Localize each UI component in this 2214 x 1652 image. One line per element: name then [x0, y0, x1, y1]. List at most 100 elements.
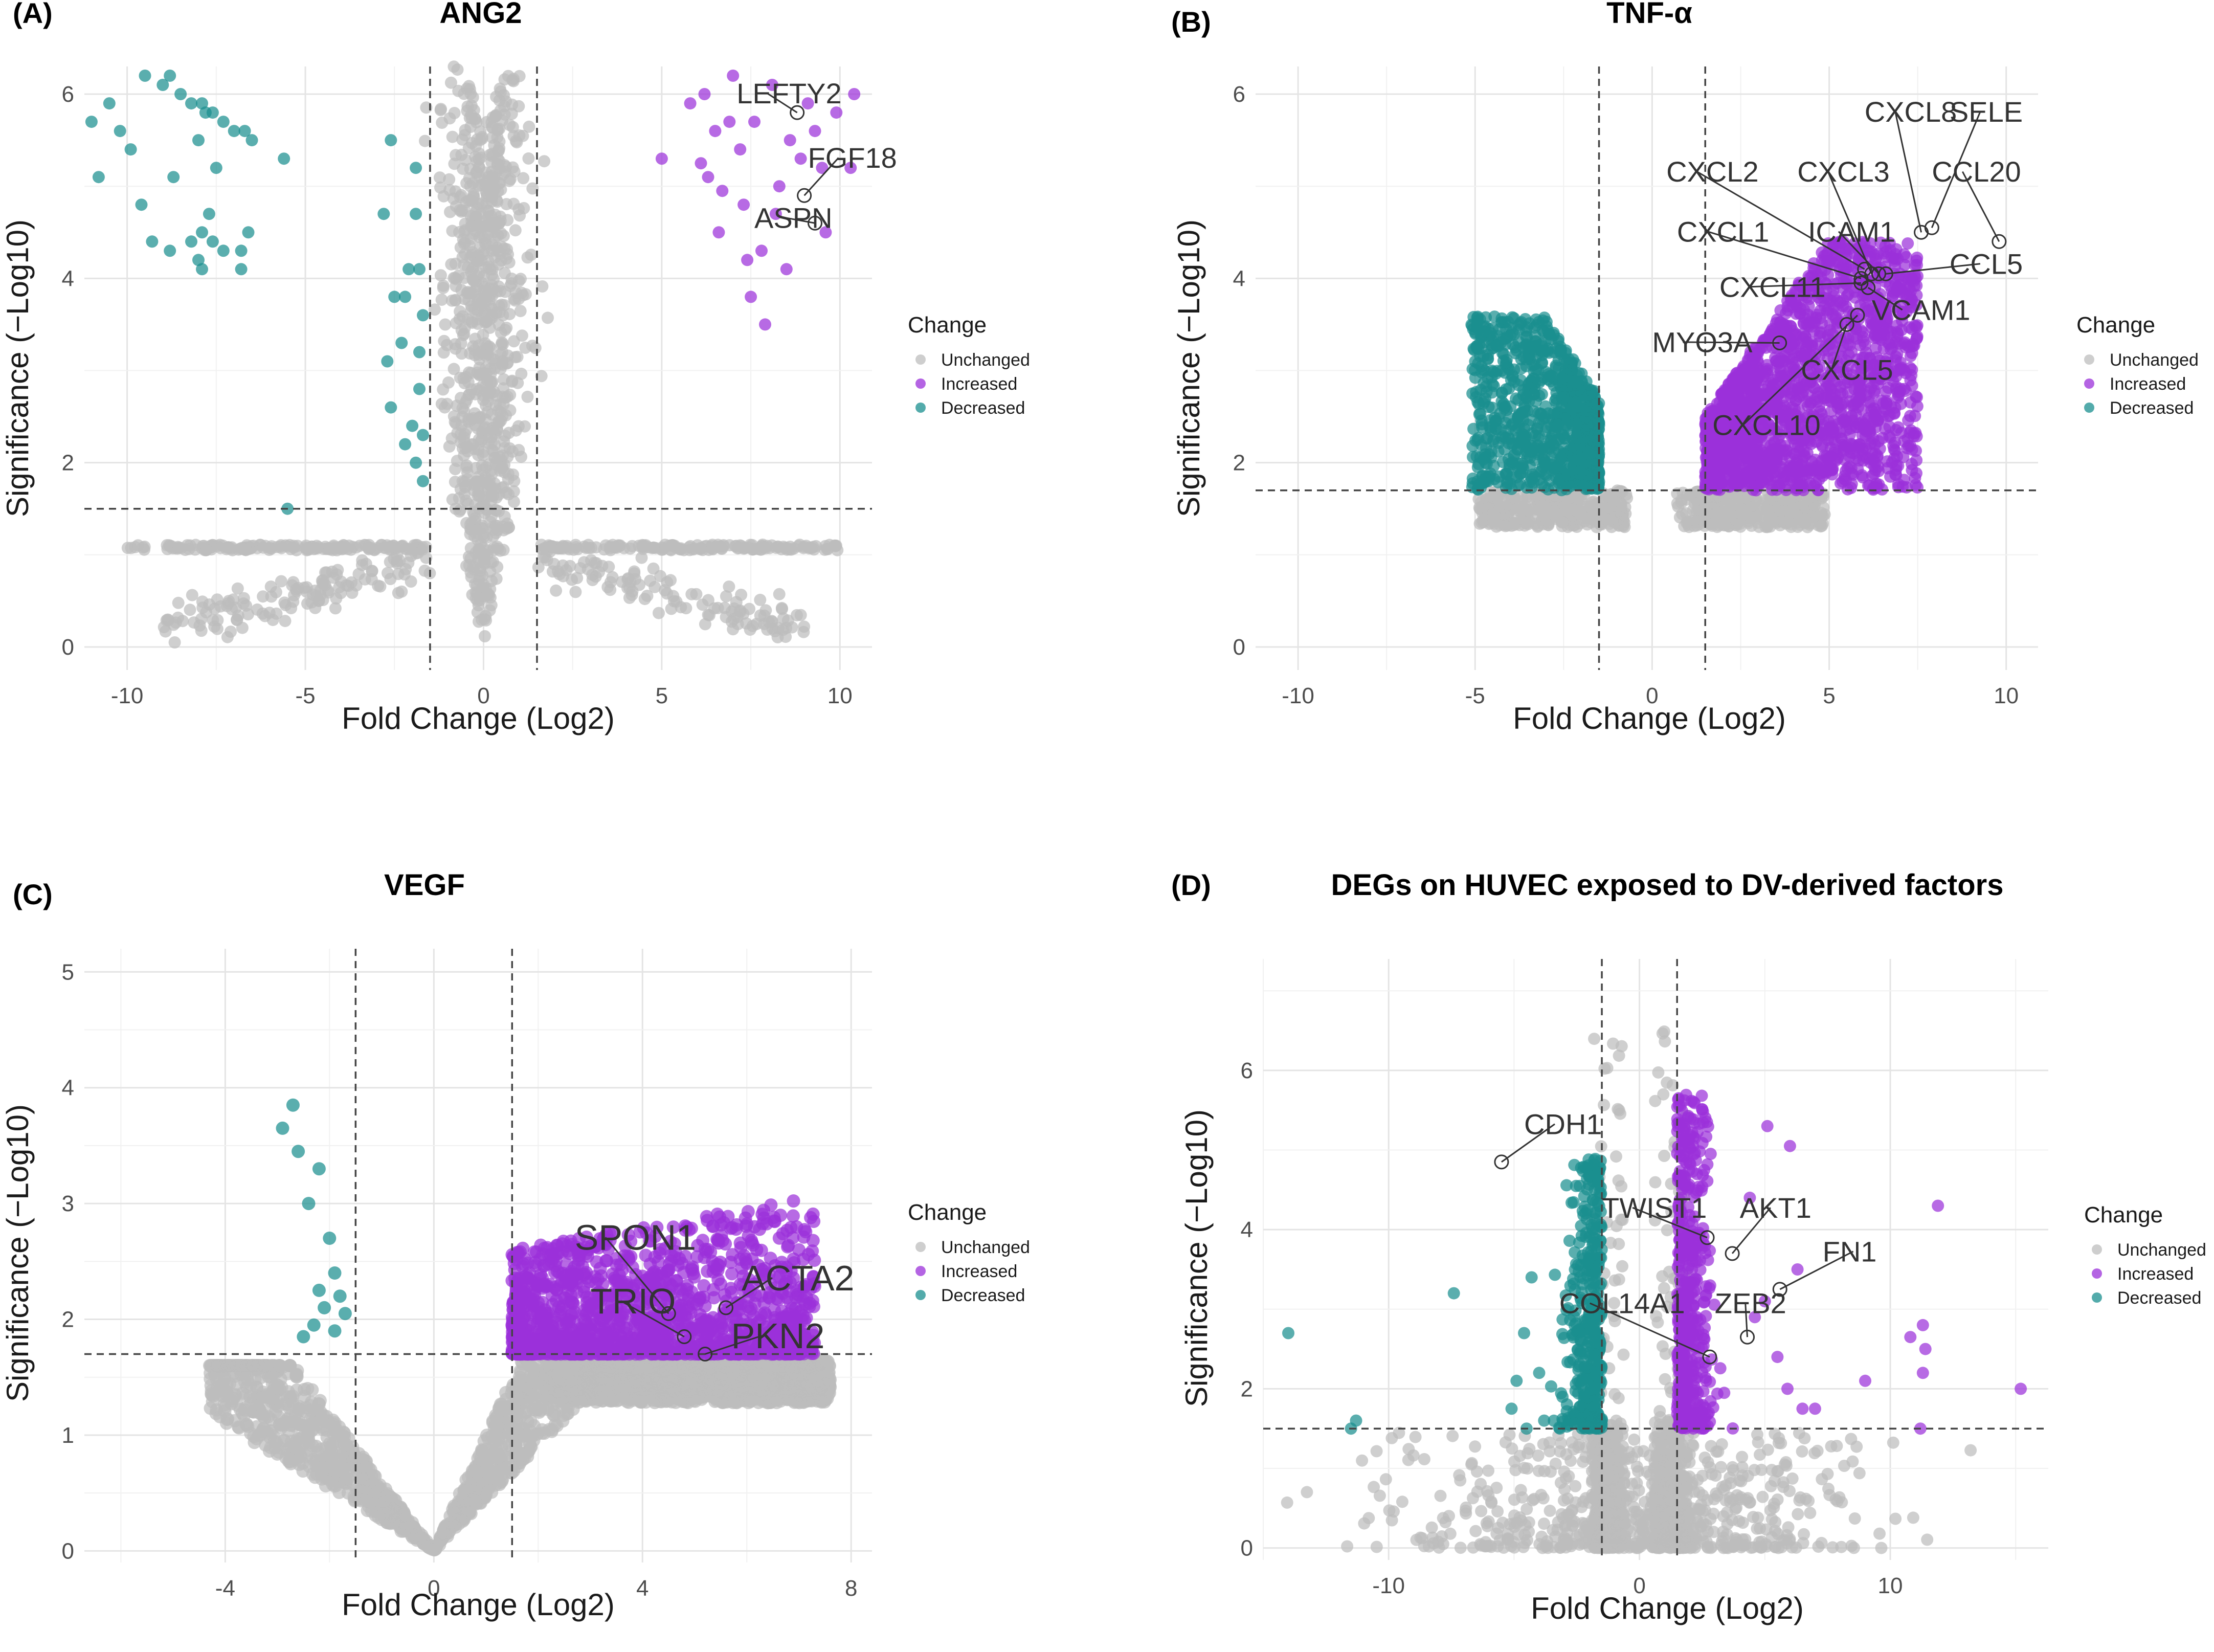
x-tick-label: 5 — [1823, 683, 1835, 708]
point-unchanged — [172, 596, 185, 609]
point-unchanged — [626, 585, 639, 598]
y-tick-label: 0 — [1233, 635, 1245, 660]
point-increased — [1869, 406, 1882, 419]
point-unchanged — [449, 294, 462, 307]
point-unchanged — [638, 593, 651, 606]
point-unchanged — [498, 299, 510, 311]
point-decreased — [185, 235, 197, 248]
legend-swatch — [915, 378, 926, 389]
point-increased — [1706, 455, 1718, 467]
point-unchanged — [569, 586, 582, 598]
point-unchanged — [536, 280, 549, 293]
point-unchanged — [489, 110, 502, 123]
point-decreased — [228, 125, 240, 138]
point-unchanged — [172, 611, 185, 624]
point-decreased — [139, 70, 151, 82]
point-unchanged — [473, 489, 485, 502]
point-unchanged — [498, 89, 510, 101]
point-unchanged — [526, 182, 539, 195]
point-unchanged — [225, 626, 237, 638]
point-increased — [1868, 329, 1881, 342]
point-unchanged — [1591, 501, 1604, 514]
point-unchanged — [601, 581, 614, 593]
point-unchanged — [265, 590, 278, 603]
y-tick-label: 4 — [1233, 266, 1245, 291]
point-unchanged — [498, 435, 510, 448]
point-decreased — [417, 475, 429, 487]
y-tick-label: 2 — [62, 451, 74, 476]
point-unchanged — [1671, 497, 1684, 510]
point-decreased — [1549, 461, 1561, 474]
point-decreased — [417, 429, 429, 441]
point-increased — [1818, 449, 1831, 462]
x-tick-label: -5 — [295, 683, 315, 708]
point-decreased — [1532, 316, 1545, 328]
point-unchanged — [434, 181, 446, 194]
point-decreased — [1573, 474, 1586, 487]
point-decreased — [146, 235, 159, 248]
point-unchanged — [521, 390, 534, 403]
point-unchanged — [513, 129, 526, 142]
point-increased — [1734, 475, 1747, 487]
point-unchanged — [512, 444, 525, 456]
point-unchanged — [475, 435, 487, 448]
point-unchanged — [1604, 502, 1617, 515]
point-unchanged — [469, 211, 482, 224]
point-decreased — [381, 355, 394, 368]
point-increased — [1770, 453, 1783, 465]
point-unchanged — [486, 289, 499, 302]
point-unchanged — [497, 524, 510, 537]
point-unchanged — [500, 486, 513, 499]
point-unchanged — [1615, 504, 1627, 517]
point-unchanged — [766, 615, 778, 628]
point-unchanged — [664, 574, 677, 587]
point-unchanged — [473, 339, 485, 352]
point-unchanged — [435, 294, 448, 306]
point-decreased — [1507, 339, 1519, 351]
point-unchanged — [467, 274, 480, 286]
point-decreased — [410, 162, 422, 174]
point-unchanged — [443, 440, 456, 453]
point-unchanged — [735, 589, 748, 601]
point-unchanged — [794, 609, 807, 621]
point-unchanged — [647, 562, 660, 575]
point-unchanged — [502, 349, 515, 362]
point-unchanged — [500, 322, 513, 334]
point-unchanged — [434, 104, 447, 117]
point-decreased — [388, 291, 401, 303]
gene-label: CXCL8 — [1865, 96, 1957, 128]
point-decreased — [185, 97, 197, 110]
point-unchanged — [257, 541, 270, 554]
point-decreased — [1524, 459, 1536, 472]
point-decreased — [235, 244, 248, 257]
point-unchanged — [468, 251, 481, 263]
point-unchanged — [1757, 511, 1770, 524]
point-decreased — [1509, 424, 1522, 437]
legend-title: Change — [908, 312, 987, 338]
point-unchanged — [626, 540, 639, 552]
point-unchanged — [131, 539, 144, 552]
point-increased — [1816, 246, 1828, 259]
point-unchanged — [455, 148, 468, 161]
point-unchanged — [186, 589, 198, 601]
gene-label: CCL20 — [1932, 155, 2021, 188]
point-decreased — [410, 456, 422, 469]
x-axis-label: Fold Change (Log2) — [342, 701, 615, 735]
point-decreased — [1556, 477, 1569, 490]
point-decreased — [1552, 418, 1564, 431]
point-decreased — [1491, 329, 1504, 342]
x-tick-label: -10 — [111, 683, 144, 708]
point-increased — [1726, 376, 1739, 389]
point-unchanged — [237, 592, 250, 605]
point-unchanged — [542, 311, 554, 324]
point-unchanged — [797, 626, 810, 638]
point-decreased — [1469, 355, 1482, 368]
point-unchanged — [500, 252, 513, 265]
point-unchanged — [352, 568, 365, 581]
point-unchanged — [320, 566, 333, 579]
point-unchanged — [457, 233, 469, 246]
point-decreased — [114, 125, 126, 138]
point-unchanged — [571, 572, 584, 585]
